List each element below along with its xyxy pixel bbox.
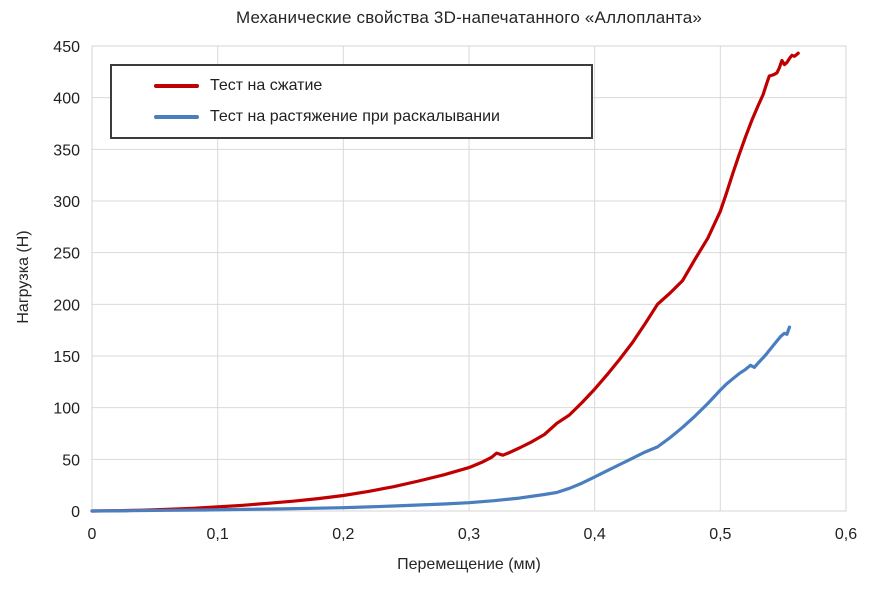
legend: Тест на сжатие Тест на растяжение при ра… xyxy=(110,64,593,139)
x-tick-label: 0,6 xyxy=(835,526,857,543)
legend-label-splitting-tensile: Тест на растяжение при раскалывании xyxy=(210,108,500,126)
legend-label-compression: Тест на сжатие xyxy=(210,76,323,94)
y-tick-label: 100 xyxy=(53,401,80,418)
y-tick-label: 50 xyxy=(62,452,80,469)
legend-item-compression: Тест на сжатие xyxy=(154,74,591,98)
y-tick-label: 350 xyxy=(53,142,80,159)
splitting-tensile-line-swatch xyxy=(154,115,199,120)
series-line-1 xyxy=(90,325,792,513)
y-tick-label: 200 xyxy=(53,297,80,314)
legend-item-splitting-tensile: Тест на растяжение при раскалывании xyxy=(154,105,591,129)
y-tick-label: 250 xyxy=(53,246,80,263)
x-tick-label: 0,1 xyxy=(207,526,229,543)
plot-border xyxy=(91,45,847,512)
y-tick-label: 400 xyxy=(53,91,80,108)
y-tick-label: 150 xyxy=(53,349,80,366)
y-axis-title: Нагрузка (Н) xyxy=(15,230,32,324)
x-tick-label: 0,5 xyxy=(709,526,731,543)
x-tick-label: 0 xyxy=(88,526,97,543)
y-tick-label: 300 xyxy=(53,194,80,211)
compression-line-swatch xyxy=(154,83,199,88)
x-axis-title: Перемещение (мм) xyxy=(397,556,541,573)
y-tick-label: 0 xyxy=(71,504,80,521)
chart-title: Механические свойства 3D-напечатанного «… xyxy=(235,8,703,27)
x-tick-label: 0,3 xyxy=(458,526,480,543)
x-tick-label: 0,4 xyxy=(584,526,606,543)
y-tick-label: 450 xyxy=(53,39,80,56)
series-line-0 xyxy=(90,51,800,513)
x-tick-label: 0,2 xyxy=(332,526,354,543)
